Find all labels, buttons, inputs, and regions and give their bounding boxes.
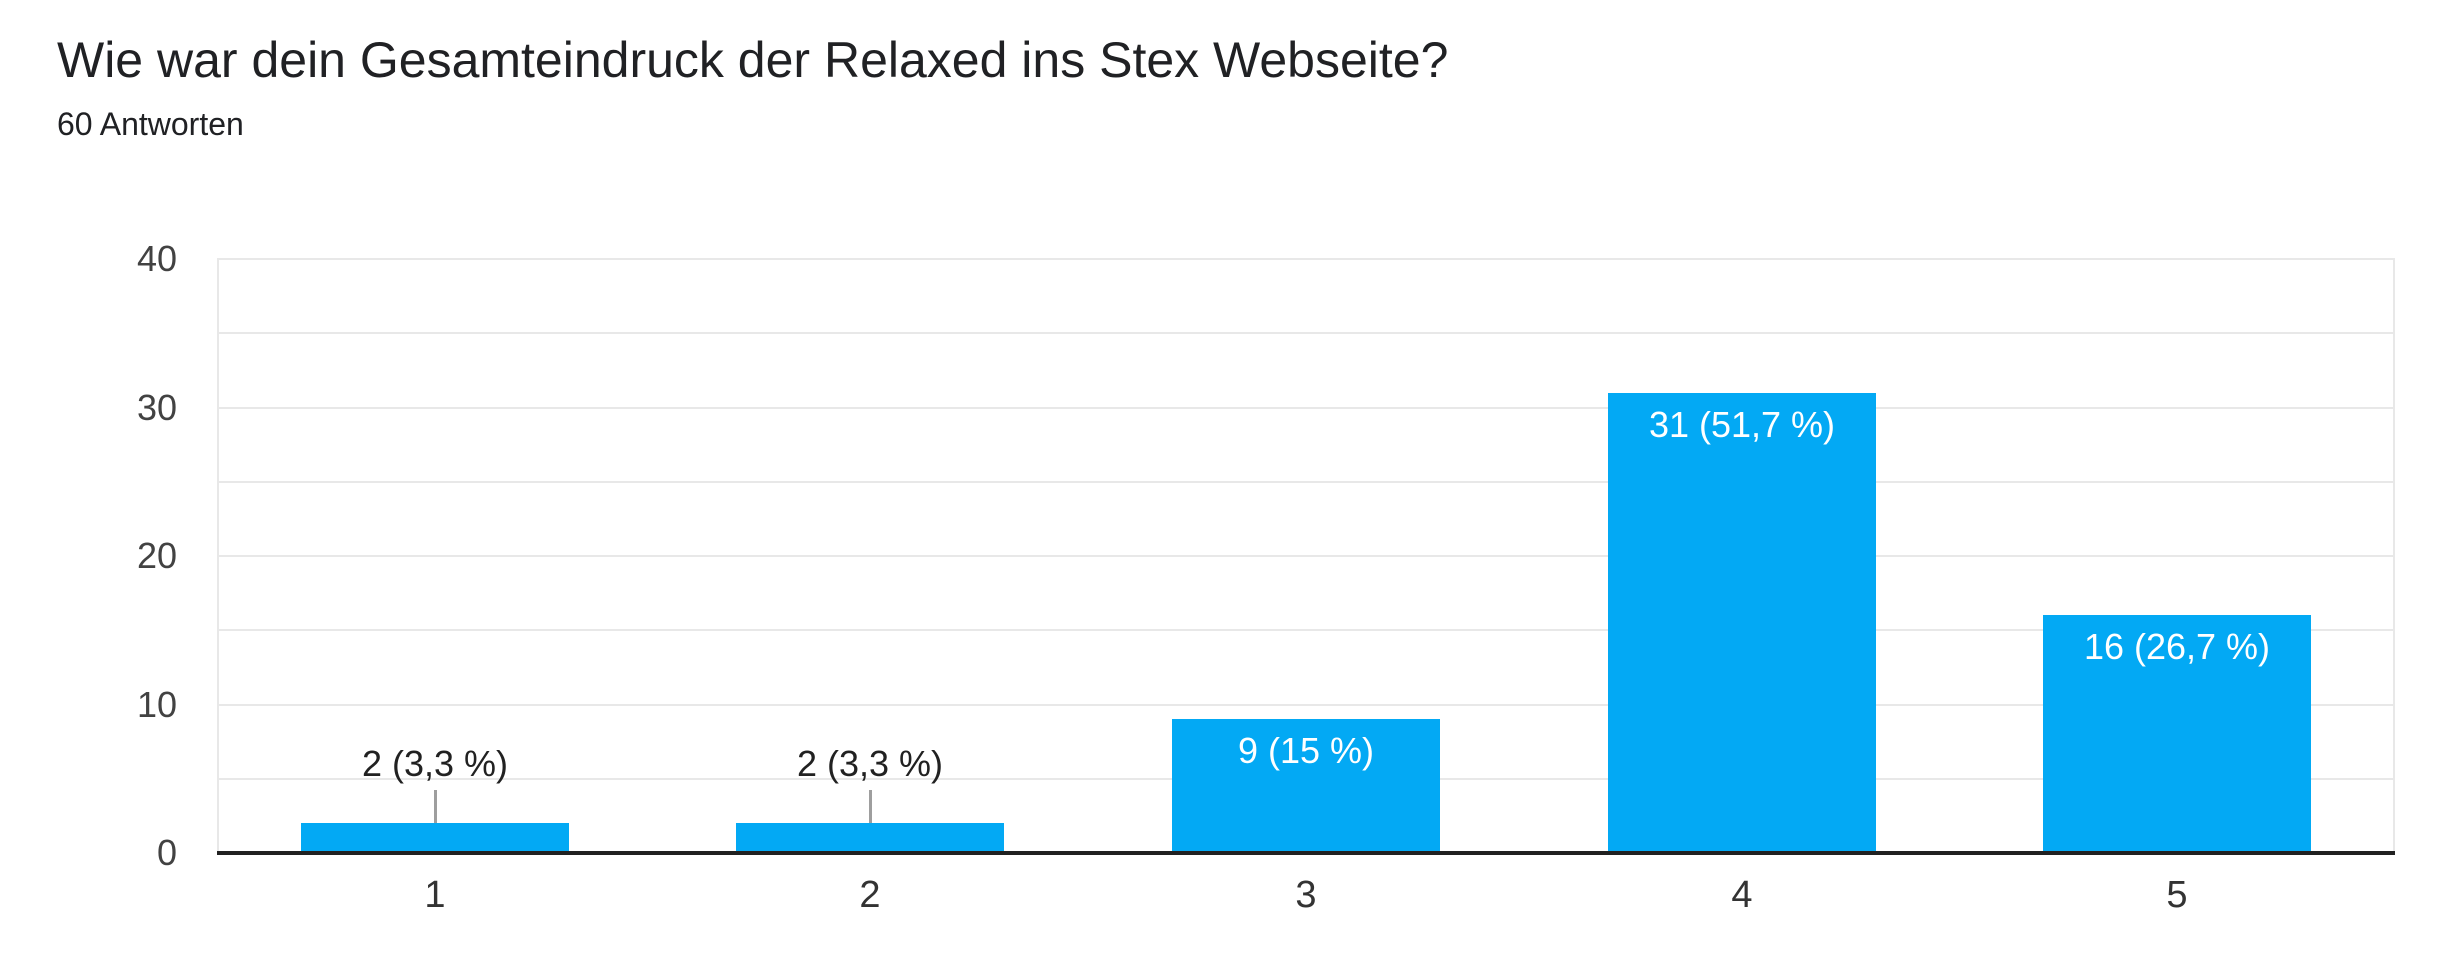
gridline xyxy=(217,480,2395,483)
plot-border-left xyxy=(217,259,219,853)
x-axis-category-label: 1 xyxy=(424,874,446,916)
x-axis-category-label: 2 xyxy=(859,874,881,916)
gridline xyxy=(217,258,2395,260)
gridline xyxy=(217,406,2395,409)
gridline xyxy=(217,703,2395,706)
x-axis-category-label: 3 xyxy=(1295,874,1317,916)
gridline xyxy=(217,555,2395,557)
y-axis-tick-label: 0 xyxy=(156,832,177,873)
question-title: Wie war dein Gesamteindruck der Relaxed … xyxy=(57,32,1449,88)
label-leader-line xyxy=(434,790,437,823)
response-count: 60 Antworten xyxy=(57,106,244,142)
bar-value-label: 31 (51,7 %) xyxy=(1648,404,1836,445)
bar-value-label: 16 (26,7 %) xyxy=(2083,626,2271,667)
bar-category-3 xyxy=(1172,719,1440,853)
bar-category-2 xyxy=(736,823,1004,853)
bar-category-1 xyxy=(301,823,569,853)
x-axis-category-label: 4 xyxy=(1731,874,1753,916)
y-axis-tick-label: 30 xyxy=(136,386,177,428)
gridline xyxy=(217,629,2395,632)
bar-value-label: 2 (3,3 %) xyxy=(361,743,509,784)
bar-category-5 xyxy=(2043,615,2311,853)
label-leader-line xyxy=(869,790,872,823)
plot-border-right xyxy=(2393,259,2395,853)
y-axis-tick-label: 10 xyxy=(136,683,177,725)
bar-category-4 xyxy=(1608,393,1876,853)
x-axis-line xyxy=(217,851,2395,855)
bar-value-label: 9 (15 %) xyxy=(1237,730,1375,771)
x-axis-category-label: 5 xyxy=(2166,874,2188,916)
gridline xyxy=(217,332,2395,335)
bar-value-label: 2 (3,3 %) xyxy=(796,743,944,784)
y-axis-tick-label: 40 xyxy=(136,238,177,279)
y-axis-tick-label: 20 xyxy=(136,535,177,576)
